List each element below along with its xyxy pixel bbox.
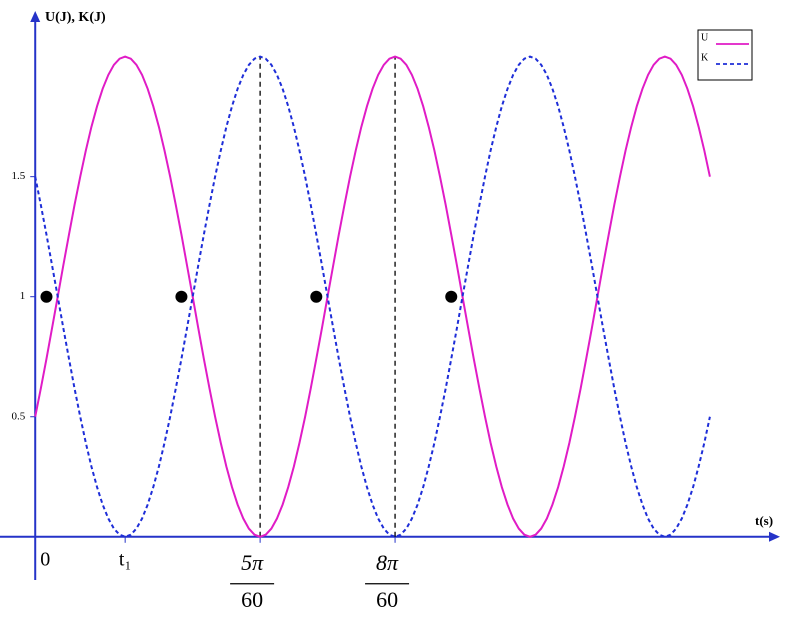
y-tick-label: 1.5 — [11, 170, 25, 182]
series-line — [34, 55, 711, 538]
x-axis-label: t(s) — [755, 513, 773, 528]
y-axis-arrow — [30, 11, 41, 22]
x-tick-label: t₁ — [119, 548, 132, 570]
x-tick-denominator: 60 — [376, 587, 398, 612]
x-axis-arrow — [769, 531, 780, 542]
intersection-point — [175, 290, 188, 303]
y-tick-label: 1 — [20, 290, 26, 302]
x-tick-numerator: 8π — [376, 550, 399, 575]
y-axis-label: U(J), K(J) — [45, 10, 106, 25]
series-line — [34, 55, 711, 538]
y-tick-label: 0.5 — [11, 410, 25, 422]
legend: UK — [697, 29, 753, 81]
x-tick-label: 0 — [40, 548, 50, 570]
legend-label: K — [701, 52, 709, 63]
x-tick-denominator: 60 — [241, 587, 263, 612]
x-tick-numerator: 5π — [241, 550, 264, 575]
intersection-point — [40, 290, 53, 303]
legend-label: U — [701, 32, 709, 43]
intersection-point — [310, 290, 323, 303]
legend-box — [697, 29, 753, 81]
intersection-point — [445, 290, 458, 303]
